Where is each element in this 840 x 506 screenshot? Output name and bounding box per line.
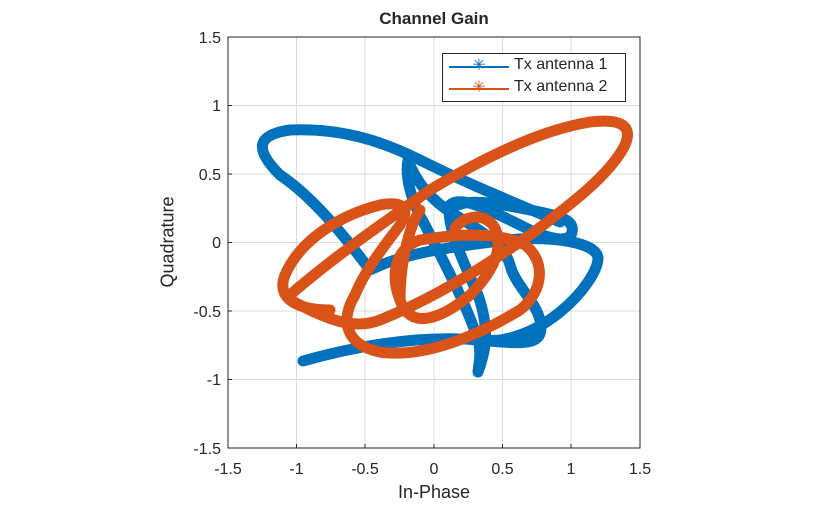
legend: ✳ Tx antenna 1 ✳ Tx antenna 2 [442, 53, 626, 102]
y-tick-label: 1.5 [199, 30, 221, 47]
x-tick-label: 0 [430, 461, 439, 478]
x-tick-label: 1.5 [629, 461, 651, 478]
x-axis-label: In-Phase [397, 482, 471, 502]
legend-item-tx-antenna-2: ✳ Tx antenna 2 [443, 77, 625, 99]
legend-label: Tx antenna 2 [514, 78, 608, 95]
y-tick-labels: 1.5 1 0.5 0 -0.5 -1 -1.5 [193, 30, 221, 458]
y-axis-label: Quadrature [157, 196, 178, 288]
x-tick-label: 0.5 [491, 461, 513, 478]
x-tick-label: -1 [289, 461, 303, 478]
y-tick-label: 0.5 [199, 167, 221, 184]
legend-label: Tx antenna 1 [514, 56, 608, 73]
x-tick-label: 1 [567, 461, 576, 478]
asterisk-marker-icon: ✳ [472, 79, 486, 96]
legend-line-orange [449, 88, 509, 90]
y-tick-label: 1 [212, 98, 221, 115]
y-tick-label: -1 [207, 372, 221, 389]
y-tick-label: 0 [212, 235, 221, 252]
chart-title: Channel Gain [379, 9, 489, 28]
y-tick-label: -0.5 [193, 304, 221, 321]
legend-line-blue [449, 66, 509, 68]
tick-marks [228, 105, 572, 448]
y-tick-label: -1.5 [193, 441, 221, 458]
x-tick-label: -0.5 [351, 461, 379, 478]
series-tx-antenna-2 [277, 115, 633, 359]
asterisk-marker-icon: ✳ [472, 57, 486, 74]
x-tick-labels: -1.5 -1 -0.5 0 0.5 1 1.5 [214, 461, 651, 478]
legend-item-tx-antenna-1: ✳ Tx antenna 1 [443, 55, 625, 77]
x-tick-label: -1.5 [214, 461, 242, 478]
